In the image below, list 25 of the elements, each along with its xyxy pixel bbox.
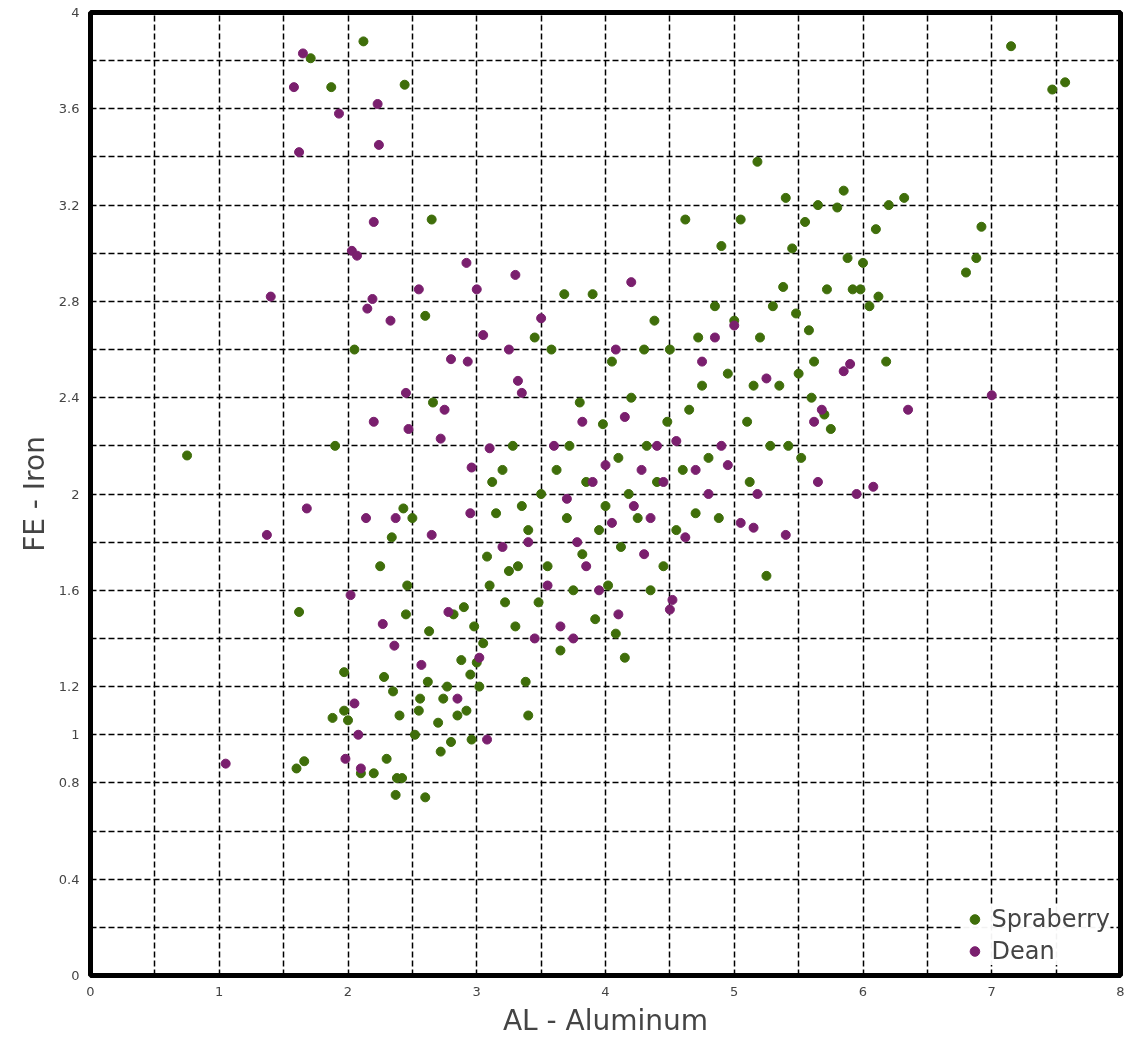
x-tick-label: 2: [343, 983, 353, 999]
x-tick-label: 5: [730, 983, 739, 999]
x-axis-title: AL - Aluminum: [502, 1003, 709, 1037]
y-tick-label: 4: [71, 5, 80, 20]
legend-label: Spraberry: [991, 905, 1110, 933]
x-tick-label: 1: [215, 983, 224, 999]
y-tick-label: 2.4: [58, 390, 80, 406]
y-tick-label: 0.4: [58, 871, 80, 887]
y-tick-label: 3.6: [58, 101, 80, 117]
x-tick-label: 0: [86, 983, 95, 999]
x-tick-label: 3: [472, 983, 481, 999]
y-tick-label: 2.8: [58, 293, 80, 309]
x-tick-label: 8: [1116, 983, 1125, 999]
x-tick-label: 4: [601, 983, 610, 999]
x-tick-label: 7: [987, 983, 996, 999]
y-tick-label: 0: [71, 968, 80, 983]
y-axis-title: FE - Iron: [17, 436, 51, 552]
y-tick-label: 0.8: [58, 775, 80, 791]
y-tick-label: 1: [71, 727, 80, 743]
legend-label: Dean: [991, 937, 1055, 965]
y-tick-label: 2: [71, 486, 80, 502]
y-tick-label: 1.2: [58, 679, 80, 695]
y-tick-label: 1.6: [58, 582, 80, 598]
y-tick-label: 3.2: [58, 197, 80, 213]
x-tick-label: 6: [858, 983, 868, 999]
